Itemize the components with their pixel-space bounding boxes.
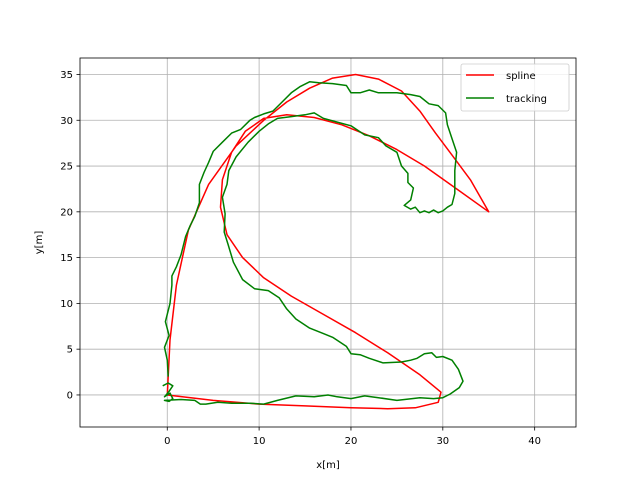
- legend: spline tracking: [460, 63, 570, 112]
- grid: [80, 58, 576, 427]
- x-tick-label: 30: [436, 436, 449, 447]
- x-tick-label: 20: [345, 436, 358, 447]
- x-axis-label: x[m]: [316, 460, 340, 471]
- x-tick-label: 0: [164, 436, 170, 447]
- series-line-spline: [166, 73, 490, 410]
- legend-label-tracking: tracking: [506, 94, 547, 105]
- x-tick-label: 40: [528, 436, 541, 447]
- axis-ticks: 0 10 20 30 40 0 5 10 15 20 25 30 35: [60, 70, 541, 447]
- y-tick-label: 10: [60, 299, 73, 310]
- y-tick-label: 30: [60, 116, 73, 127]
- y-tick-label: 5: [67, 345, 73, 356]
- y-tick-label: 20: [60, 207, 73, 218]
- y-tick-label: 0: [67, 390, 73, 401]
- series-lines: [162, 73, 490, 410]
- y-axis-label: y[m]: [34, 231, 45, 255]
- series-line-tracking: [162, 81, 464, 405]
- y-tick-label: 25: [60, 162, 73, 173]
- plot-frame: [79, 57, 577, 428]
- legend-label-spline: spline: [506, 71, 536, 82]
- y-tick-label: 15: [60, 253, 73, 264]
- y-tick-label: 35: [60, 70, 73, 81]
- x-tick-label: 10: [253, 436, 266, 447]
